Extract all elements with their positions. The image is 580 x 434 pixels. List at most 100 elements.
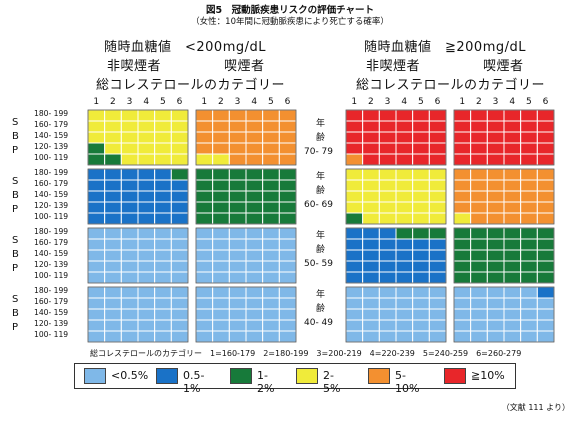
risk-cell	[345, 271, 364, 284]
column-number: 3	[126, 97, 133, 107]
risk-cell	[137, 201, 156, 214]
risk-cell	[278, 330, 297, 343]
risk-cell	[137, 249, 156, 262]
column-number: 6	[542, 97, 549, 107]
legend-label: 2-5%	[323, 369, 341, 395]
risk-cell	[170, 227, 189, 240]
risk-cell	[395, 249, 414, 262]
risk-cell	[395, 142, 414, 155]
risk-cell	[362, 249, 380, 262]
risk-cell	[262, 227, 280, 240]
risk-cell	[278, 131, 297, 144]
age-heading: 年	[316, 290, 326, 300]
risk-cell	[170, 201, 189, 214]
risk-cell	[536, 249, 555, 262]
risk-grid	[453, 227, 555, 284]
risk-cell	[262, 168, 280, 181]
grid-frame	[195, 109, 297, 166]
risk-cell	[195, 330, 214, 343]
risk-cell	[453, 212, 472, 225]
risk-cell	[362, 190, 380, 203]
risk-cell	[87, 286, 106, 299]
risk-cell	[378, 297, 397, 310]
risk-cell	[536, 212, 555, 225]
legend-label: ≧10%	[471, 369, 505, 382]
risk-cell	[212, 238, 230, 251]
risk-cell	[453, 109, 472, 122]
risk-cell	[412, 271, 430, 284]
legend-swatch	[230, 368, 252, 384]
risk-cell	[212, 168, 230, 181]
risk-cell	[278, 168, 297, 181]
risk-cell	[453, 297, 472, 310]
risk-cell	[87, 109, 106, 122]
sbp-letter: S	[12, 117, 19, 128]
risk-cell	[154, 238, 172, 251]
left-smoker-header: 喫煙者	[224, 59, 265, 74]
risk-cell	[228, 319, 247, 332]
risk-cell	[345, 308, 364, 321]
risk-cell	[520, 120, 538, 133]
risk-cell	[412, 109, 430, 122]
risk-cell	[428, 271, 447, 284]
risk-cell	[137, 319, 156, 332]
column-number: 5	[418, 97, 424, 107]
risk-cell	[428, 227, 447, 240]
risk-cell	[262, 179, 280, 192]
risk-cell	[87, 179, 106, 192]
risk-cell	[486, 212, 505, 225]
risk-cell	[228, 120, 247, 133]
risk-cell	[212, 308, 230, 321]
grid-frame	[345, 168, 447, 225]
risk-cell	[228, 271, 247, 284]
legend-swatch	[368, 368, 390, 384]
column-number: 6	[284, 97, 291, 107]
risk-cell	[520, 249, 538, 262]
risk-cell	[378, 260, 397, 273]
risk-cell	[104, 249, 122, 262]
risk-cell	[453, 260, 472, 273]
risk-cell	[362, 201, 380, 214]
risk-cell	[536, 286, 555, 299]
risk-cell	[170, 168, 189, 181]
risk-cell	[536, 330, 555, 343]
risk-cell	[395, 238, 414, 251]
risk-cell	[104, 201, 122, 214]
risk-cell	[154, 131, 172, 144]
risk-cell	[520, 286, 538, 299]
risk-cell	[137, 330, 156, 343]
risk-cell	[412, 249, 430, 262]
risk-cell	[378, 190, 397, 203]
risk-cell	[104, 109, 122, 122]
risk-cell	[412, 308, 430, 321]
risk-cell	[120, 330, 139, 343]
risk-cell	[486, 190, 505, 203]
risk-cell	[137, 109, 156, 122]
risk-cell	[536, 201, 555, 214]
risk-cell	[453, 271, 472, 284]
risk-cell	[154, 260, 172, 273]
risk-cell	[486, 249, 505, 262]
risk-cell	[395, 260, 414, 273]
risk-cell	[262, 120, 280, 133]
risk-cell	[536, 109, 555, 122]
grid-frame	[195, 286, 297, 343]
risk-grid	[345, 109, 447, 166]
risk-cell	[170, 330, 189, 343]
risk-cell	[154, 227, 172, 240]
risk-cell	[228, 153, 247, 166]
risk-cell	[395, 308, 414, 321]
risk-cell	[345, 238, 364, 251]
risk-cell	[395, 179, 414, 192]
risk-cell	[262, 271, 280, 284]
risk-cell	[520, 153, 538, 166]
risk-cell	[170, 212, 189, 225]
sbp-range-label: 100- 119	[34, 271, 69, 280]
sbp-letter: B	[12, 249, 19, 260]
risk-cell	[395, 319, 414, 332]
risk-cell	[154, 308, 172, 321]
risk-cell	[503, 109, 522, 122]
column-number: 5	[526, 97, 532, 107]
risk-cell	[104, 330, 122, 343]
risk-cell	[362, 227, 380, 240]
